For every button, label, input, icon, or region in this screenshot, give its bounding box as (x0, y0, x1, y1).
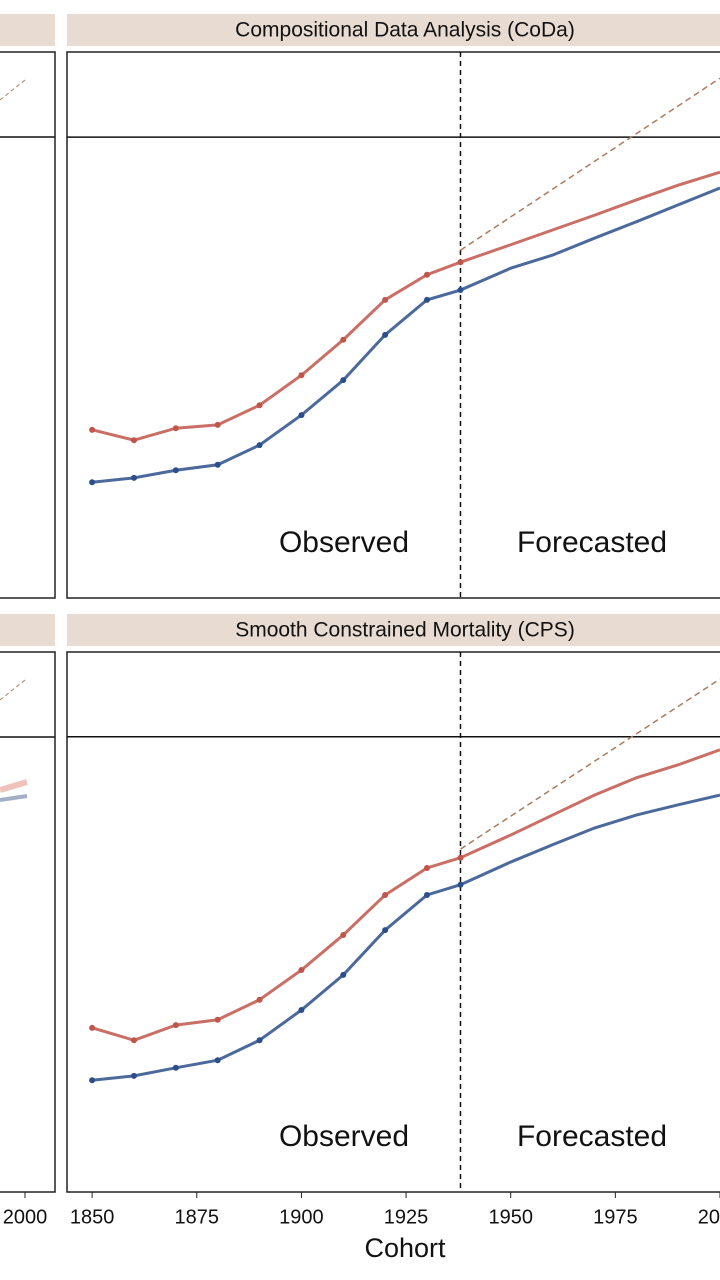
x-tick-label: 2000 (698, 1206, 720, 1228)
series-line (91, 186, 720, 484)
point (298, 967, 305, 974)
point (256, 1037, 263, 1044)
point (214, 421, 221, 428)
reference-line (460, 678, 720, 850)
point (298, 412, 305, 419)
point (256, 402, 263, 409)
point (214, 1016, 221, 1023)
x-tick-label: 1925 (384, 1206, 429, 1228)
point (423, 892, 430, 898)
point (130, 1072, 137, 1079)
point (423, 296, 430, 303)
point (382, 331, 389, 338)
point (256, 442, 263, 449)
band (0, 794, 28, 802)
band (0, 779, 28, 793)
x-tick-label: 1900 (279, 1206, 324, 1228)
point (382, 296, 389, 303)
point (89, 1077, 96, 1084)
x-tick-label: 1875 (175, 1206, 220, 1228)
panel-border (66, 51, 720, 599)
observed-label: Observed (279, 526, 409, 559)
point (340, 971, 347, 978)
point (130, 437, 137, 444)
point (172, 425, 179, 432)
point (457, 259, 464, 266)
x-axis-label: Cohort (364, 1233, 446, 1263)
x-tick-label: 1850 (70, 1206, 115, 1228)
observed-label: Observed (279, 1120, 409, 1153)
x-tick-label: 2000 (3, 1206, 48, 1228)
series-line (91, 170, 720, 442)
ref-line (0, 679, 26, 701)
point (89, 479, 96, 486)
panel-border (0, 651, 56, 1193)
point (298, 372, 305, 379)
point (423, 271, 430, 278)
point (214, 461, 221, 468)
point (130, 474, 137, 481)
point (214, 1057, 221, 1064)
panel-title: Compositional Data Analysis (CoDa) (235, 19, 575, 42)
point (130, 1037, 137, 1044)
point (340, 336, 347, 343)
series-line (91, 793, 720, 1082)
strip (0, 614, 55, 646)
point (382, 892, 389, 898)
reference-line (460, 77, 720, 251)
point (423, 865, 430, 871)
point (89, 1024, 96, 1031)
point (340, 931, 347, 938)
x-tick-label: 1950 (488, 1206, 533, 1228)
strip (67, 614, 720, 646)
x-tick-label: 1975 (593, 1206, 638, 1228)
point (382, 927, 389, 934)
point (172, 467, 179, 474)
series-line (91, 748, 720, 1042)
point (457, 287, 464, 294)
panel-border (0, 51, 56, 599)
panel-title: Smooth Constrained Mortality (CPS) (235, 619, 575, 642)
point (172, 1064, 179, 1071)
point (298, 1007, 305, 1014)
strip (0, 14, 55, 46)
point (457, 854, 464, 861)
point (457, 881, 464, 888)
panel-border (66, 651, 720, 1193)
point (340, 377, 347, 384)
forecast-label: Forecasted (517, 1120, 667, 1153)
point (256, 996, 263, 1003)
point (172, 1022, 179, 1029)
forecast-label: Forecasted (517, 526, 667, 559)
strip (67, 14, 720, 46)
ref-line (0, 79, 26, 101)
point (89, 426, 96, 433)
